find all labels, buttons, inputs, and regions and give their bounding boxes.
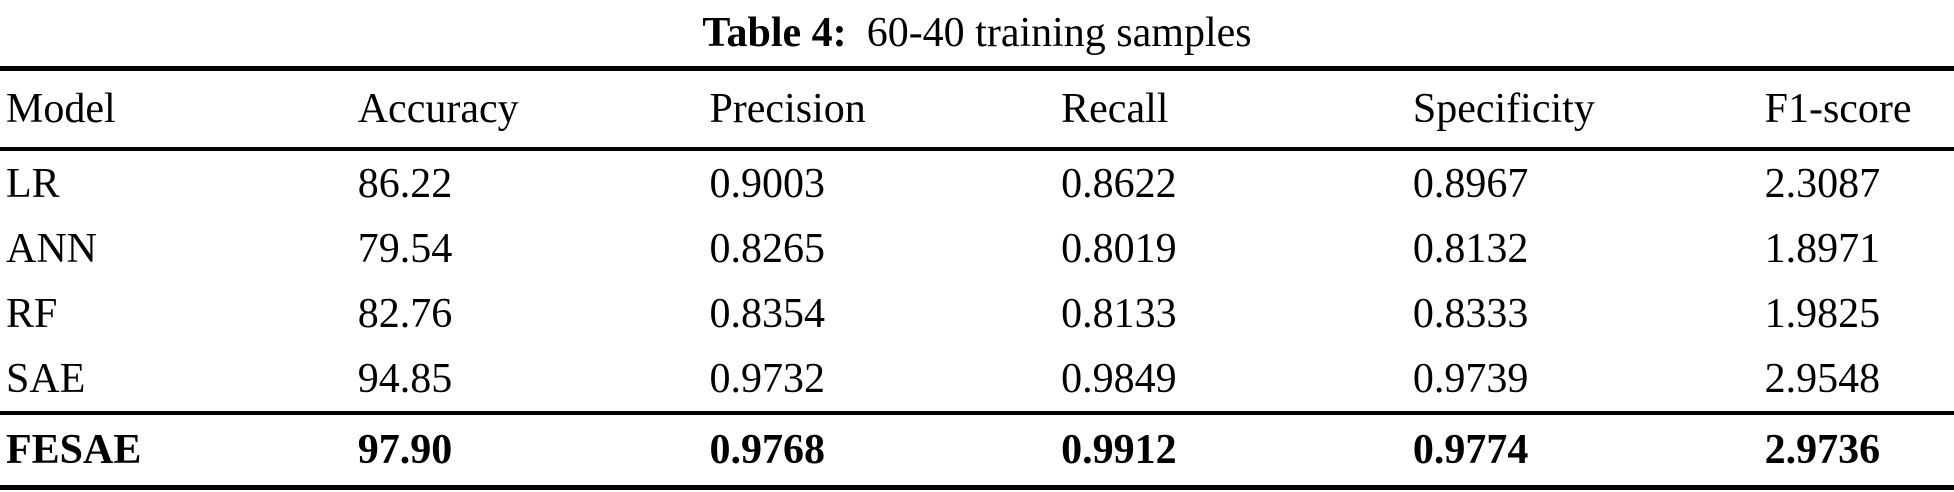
cell-model: ANN [6,225,97,272]
cell-precision: 0.9732 [709,355,825,402]
header-precision: Precision [709,86,866,132]
table-row-fesae: FESAE 97.90 0.9768 0.9912 0.9774 2.9736 [0,411,1954,485]
header-f1-score: F1-score [1764,86,1912,132]
table-row: ANN 79.54 0.8265 0.8019 0.8132 1.8971 [0,216,1954,281]
cell-recall: 0.9849 [1061,355,1177,402]
cell-precision: 0.8354 [709,290,825,337]
table-row: LR 86.22 0.9003 0.8622 0.8967 2.3087 [0,151,1954,216]
cell-precision: 0.8265 [709,225,825,272]
header-specificity: Specificity [1412,86,1595,132]
header-accuracy: Accuracy [357,86,519,132]
cell-specificity: 0.9774 [1412,427,1529,473]
cell-f1-score: 2.3087 [1764,160,1881,207]
cell-model: RF [6,290,58,337]
cell-accuracy: 86.22 [357,160,453,207]
cell-accuracy: 97.90 [357,427,453,473]
cell-accuracy: 82.76 [357,290,453,337]
cell-f1-score: 2.9736 [1764,427,1881,473]
cell-specificity: 0.9739 [1412,355,1529,402]
header-model: Model [6,86,116,132]
cell-precision: 0.9003 [709,160,825,207]
cell-f1-score: 2.9548 [1764,355,1881,402]
cell-accuracy: 79.54 [357,225,453,272]
results-table: Model Accuracy Precision Recall Specific… [0,66,1954,490]
table-caption-label: Table 4: [702,10,847,56]
cell-model: SAE [6,355,86,402]
cell-specificity: 0.8132 [1412,225,1529,272]
table-caption-text: 60-40 training samples [866,10,1252,56]
cell-recall: 0.8019 [1061,225,1177,272]
cell-f1-score: 1.9825 [1764,290,1881,337]
table-header-row: Model Accuracy Precision Recall Specific… [0,71,1954,151]
cell-specificity: 0.8967 [1412,160,1529,207]
cell-model: FESAE [6,427,142,473]
cell-specificity: 0.8333 [1412,290,1529,337]
cell-model: LR [6,160,60,207]
table-row: RF 82.76 0.8354 0.8133 0.8333 1.9825 [0,281,1954,346]
cell-recall: 0.8133 [1061,290,1177,337]
cell-recall: 0.9912 [1061,427,1177,473]
cell-recall: 0.8622 [1061,160,1177,207]
table-row: SAE 94.85 0.9732 0.9849 0.9739 2.9548 [0,346,1954,411]
header-recall: Recall [1061,86,1169,132]
table-caption: Table 4: 60-40 training samples [0,0,1954,66]
cell-accuracy: 94.85 [357,355,453,402]
cell-f1-score: 1.8971 [1764,225,1881,272]
cell-precision: 0.9768 [709,427,825,473]
